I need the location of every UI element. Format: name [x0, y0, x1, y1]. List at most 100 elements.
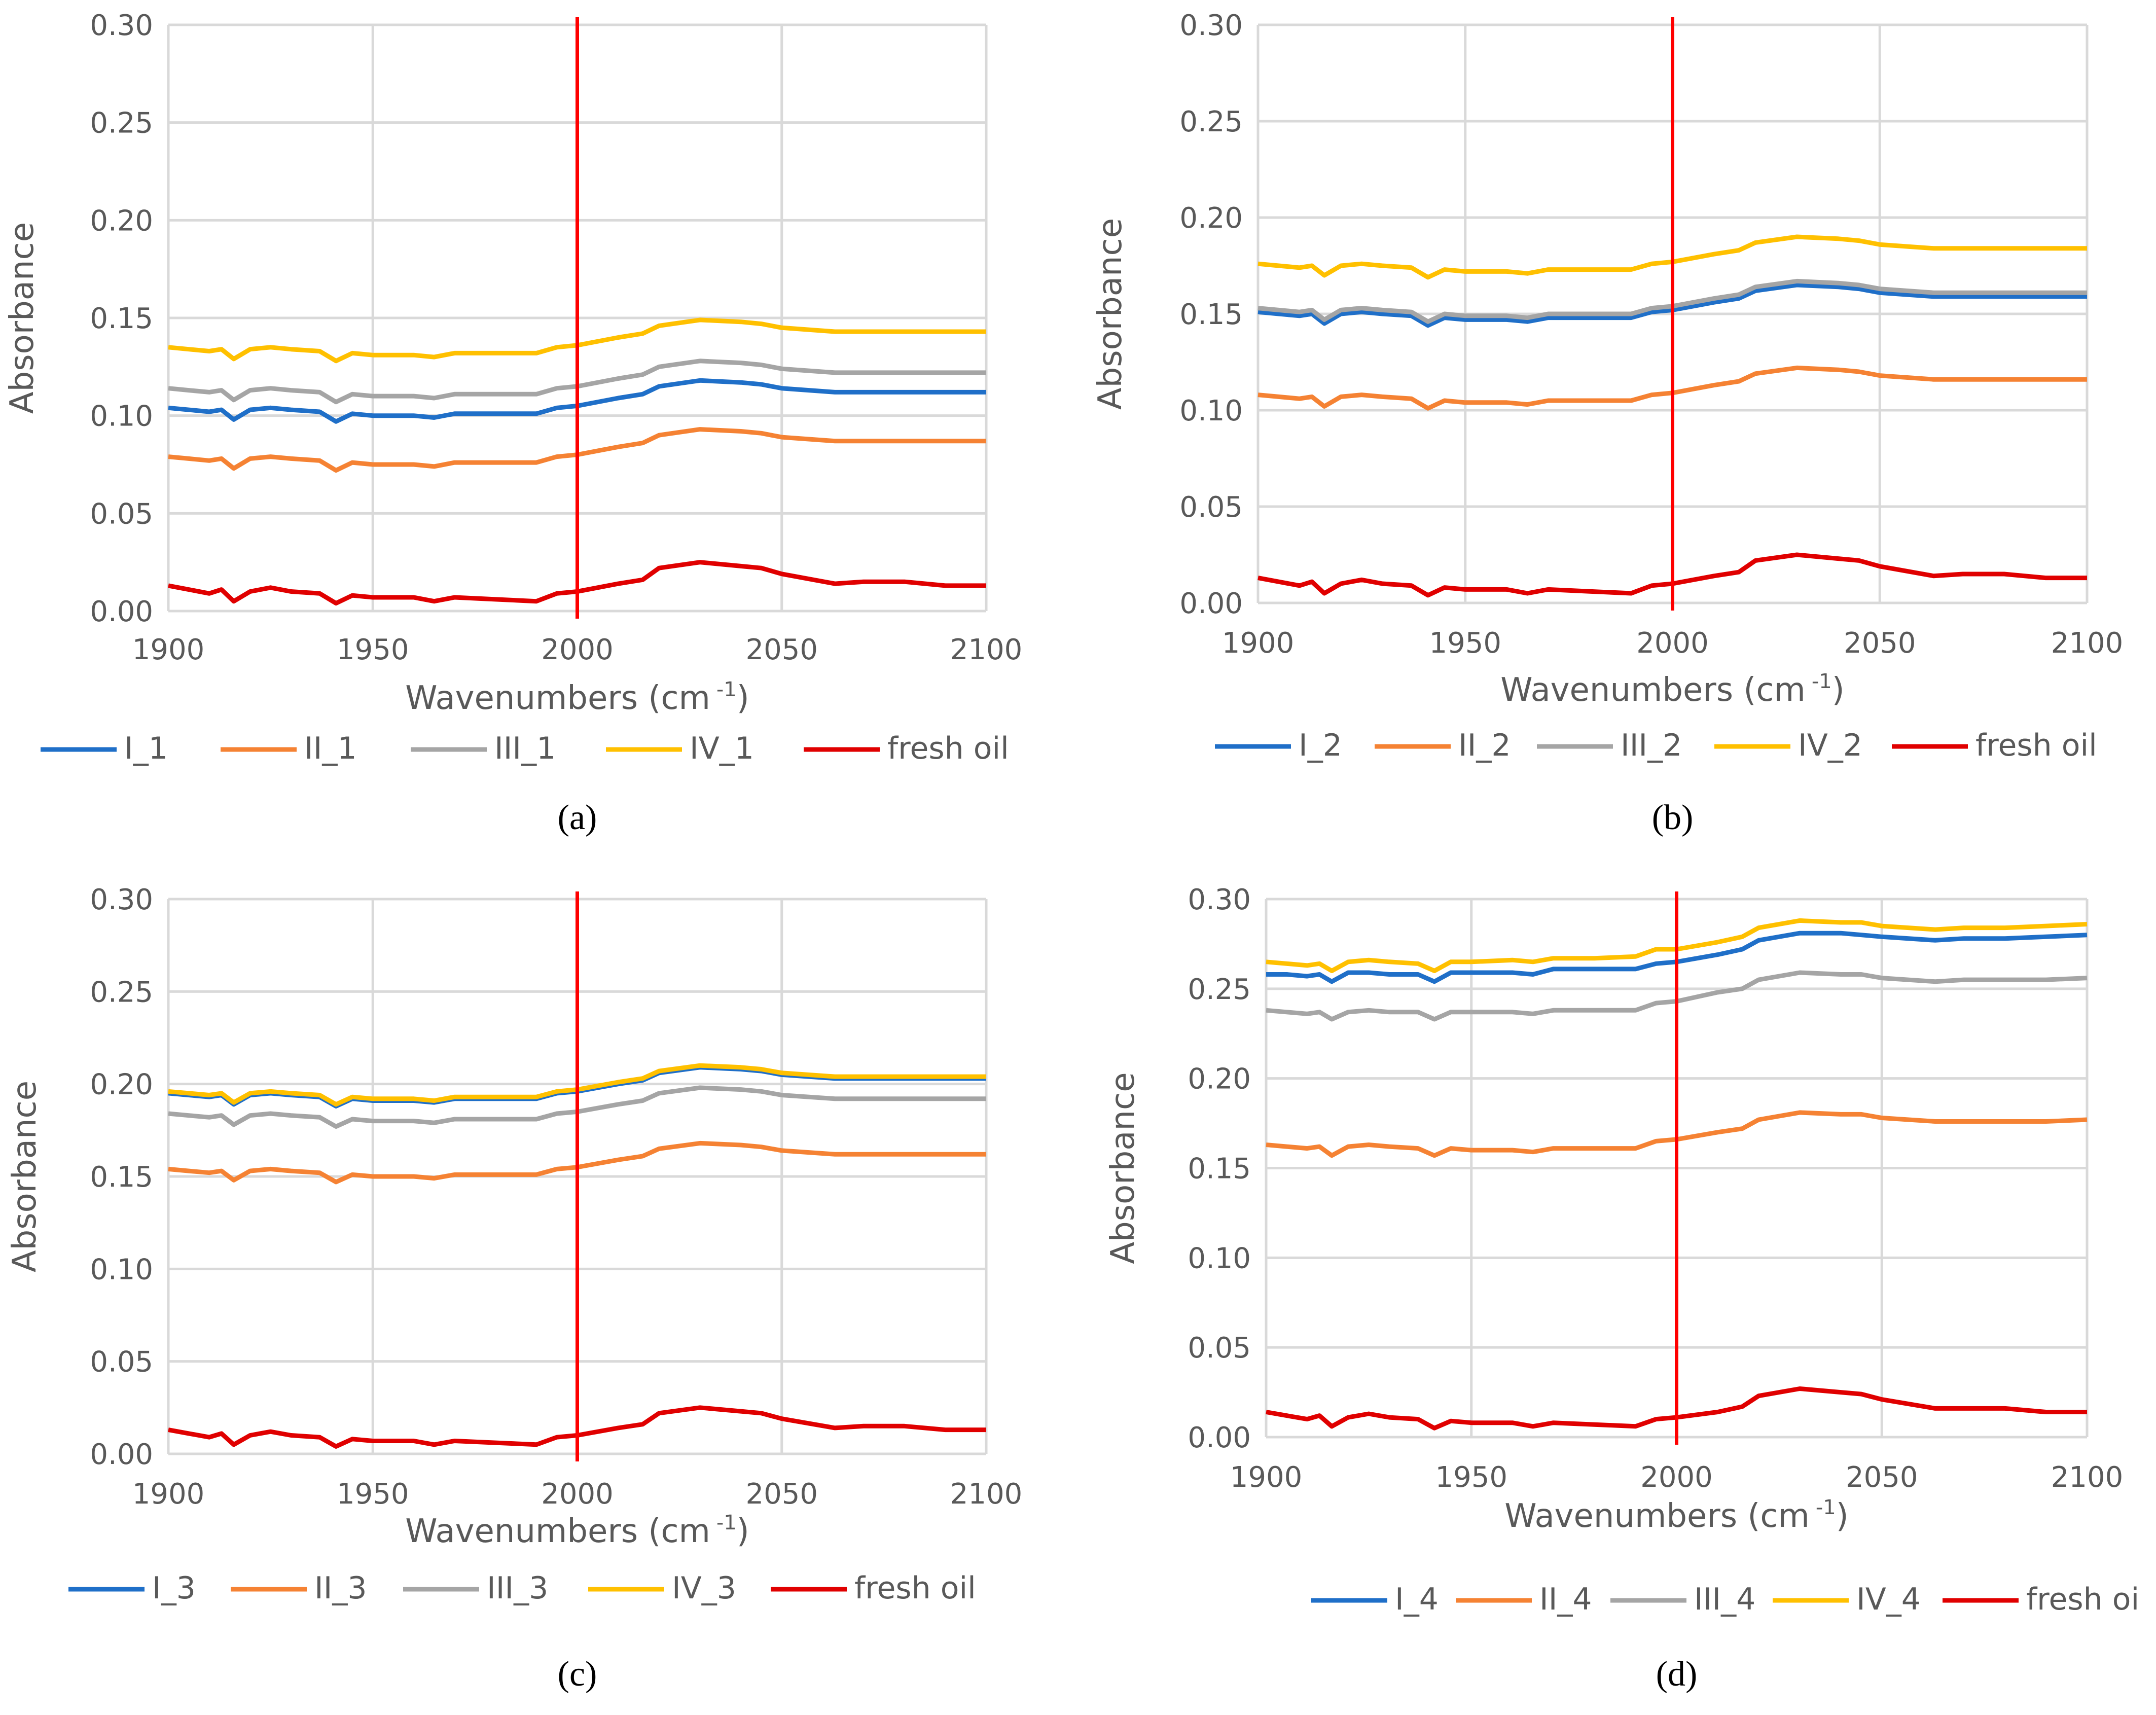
y-tick-label: 0.10: [1179, 395, 1243, 427]
series-line-III_3: [168, 1085, 986, 1129]
y-tick-label: 0.00: [1179, 587, 1243, 620]
x-tick-label: 2100: [2051, 1461, 2124, 1494]
x-tick-label: 2050: [1846, 1461, 1918, 1494]
legend-label: II_1: [304, 731, 357, 766]
chart-svg: 0.00 0.05 0.10 0.15 0.20 0.25 0.30 1900 1950 2000…: [4, 9, 1023, 837]
y-tick-label: 0.00: [90, 595, 153, 628]
x-tick-label: 2050: [745, 633, 818, 666]
y-tick-label: 0.30: [90, 883, 153, 916]
series-line-fresh-oil: [168, 1405, 986, 1449]
x-axis-title-superscript: -1: [716, 1511, 737, 1534]
series-line-III_1: [168, 359, 986, 405]
legend-label: III_1: [494, 731, 556, 766]
y-tick-label: 0.20: [1188, 1063, 1251, 1096]
x-tick-label: 2050: [745, 1478, 818, 1511]
legend-label: IV_3: [672, 1570, 736, 1606]
series-line-IV_2: [1257, 234, 2087, 280]
legend-label: II_3: [314, 1570, 367, 1606]
y-tick-label: 0.30: [90, 9, 153, 42]
y-tick-label: 0.20: [90, 1068, 153, 1101]
legend-label: I_3: [152, 1570, 196, 1606]
panel-a: 0.00 0.05 0.10 0.15 0.20 0.25 0.30 1900 1950 2000…: [0, 0, 1078, 857]
x-tick-label: 1950: [337, 1478, 409, 1511]
legend-label: IV_4: [1856, 1582, 1921, 1617]
series-line-fresh-oil: [1257, 552, 2087, 598]
legend-label: fresh oil: [1975, 728, 2097, 763]
x-axis-title: Wavenumbers (cm -1): [1500, 670, 1844, 709]
x-axis-title-text: Wavenumbers (cm: [405, 680, 710, 717]
legend-label: fresh oil: [854, 1570, 976, 1606]
panel-caption: (a): [558, 798, 597, 837]
x-tick-label: 1950: [337, 633, 409, 666]
chart-svg: 0.00 0.05 0.10 0.15 0.20 0.25 0.30 1900 1950 2000…: [1092, 9, 2124, 837]
legend-label: III_3: [487, 1570, 548, 1606]
x-axis-title-end: ): [737, 1513, 749, 1550]
x-tick-label: 2050: [1844, 627, 1916, 660]
series-line-IV_3: [168, 1063, 986, 1107]
y-tick-label: 0.05: [1179, 491, 1243, 524]
series-line-III_2: [1257, 278, 2087, 324]
series-line-I_1: [168, 378, 986, 424]
x-axis-title-text: Wavenumbers (cm: [1500, 671, 1806, 709]
panel-caption: (b): [1652, 798, 1694, 837]
x-tick-label: 2100: [950, 1478, 1023, 1511]
x-axis-title-superscript: -1: [1816, 1496, 1836, 1519]
x-tick-label: 2000: [541, 633, 614, 666]
y-tick-label: 0.20: [1179, 202, 1243, 235]
y-tick-label: 0.30: [1179, 9, 1243, 42]
x-axis-title-superscript: -1: [1812, 670, 1832, 693]
x-axis-title-end: ): [1836, 1497, 1849, 1535]
legend-label: IV_2: [1798, 728, 1862, 763]
y-tick-label: 0.15: [90, 302, 153, 335]
series-line-fresh-oil: [1266, 1386, 2087, 1431]
series-line-IV_4: [1266, 918, 2088, 973]
series-line-I_4: [1266, 931, 2088, 984]
panel-c: 0.00 0.05 0.10 0.15 0.20 0.25 0.30 1900 1950 2000…: [0, 857, 1078, 1714]
series-line-IV_1: [168, 317, 986, 364]
x-tick-label: 1900: [132, 633, 205, 666]
y-tick-label: 0.10: [90, 1253, 153, 1286]
x-axis-title-end: ): [737, 680, 749, 717]
y-axis-title: Absorbance: [1092, 218, 1129, 410]
panel-b: 0.00 0.05 0.10 0.15 0.20 0.25 0.30 1900 1950 2000…: [1078, 0, 2156, 857]
series-line-III_4: [1266, 970, 2088, 1022]
legend-label: fresh oi: [2026, 1582, 2139, 1617]
y-tick-label: 0.30: [1188, 883, 1251, 916]
panel-d: 0.00 0.05 0.10 0.15 0.20 0.25 0.30 1900 1950 2000…: [1078, 857, 2156, 1714]
x-tick-label: 2000: [1640, 1461, 1713, 1494]
x-tick-label: 1950: [1429, 627, 1501, 660]
x-tick-label: 2000: [1636, 627, 1709, 660]
legend-label: III_4: [1694, 1582, 1755, 1617]
y-tick-label: 0.25: [1179, 105, 1243, 138]
y-tick-label: 0.05: [90, 1346, 153, 1379]
legend-label: I_2: [1299, 728, 1342, 763]
y-axis-title: Absorbance: [4, 222, 41, 414]
legend-label: I_1: [124, 731, 168, 766]
x-tick-label: 2100: [950, 633, 1023, 666]
x-tick-label: 1900: [1222, 627, 1295, 660]
legend-label: II_4: [1539, 1582, 1592, 1617]
y-tick-label: 0.05: [1188, 1332, 1251, 1365]
x-axis-title: Wavenumbers (cm -1): [405, 678, 749, 717]
y-axis-title: Absorbance: [6, 1081, 44, 1272]
y-tick-label: 0.00: [1188, 1421, 1251, 1454]
legend-label: IV_1: [690, 731, 754, 766]
y-tick-label: 0.25: [1188, 973, 1251, 1006]
y-tick-label: 0.25: [90, 976, 153, 1009]
series-line-II_3: [168, 1140, 986, 1185]
y-tick-label: 0.05: [90, 497, 153, 530]
x-tick-label: 2100: [2051, 627, 2124, 660]
x-tick-label: 2000: [541, 1478, 614, 1511]
x-axis-title-end: ): [1832, 671, 1845, 709]
series-line-II_4: [1266, 1110, 2088, 1158]
series-line-II_1: [168, 427, 986, 473]
x-tick-label: 1900: [132, 1478, 205, 1511]
x-axis-title-superscript: -1: [716, 678, 737, 701]
y-tick-label: 0.10: [90, 400, 153, 433]
y-tick-label: 0.15: [1179, 298, 1243, 331]
x-tick-label: 1950: [1435, 1461, 1507, 1494]
series-line-I_2: [1257, 282, 2087, 328]
y-axis-title: Absorbance: [1104, 1072, 1142, 1264]
y-tick-label: 0.15: [90, 1161, 153, 1194]
panel-caption: (c): [558, 1655, 597, 1694]
